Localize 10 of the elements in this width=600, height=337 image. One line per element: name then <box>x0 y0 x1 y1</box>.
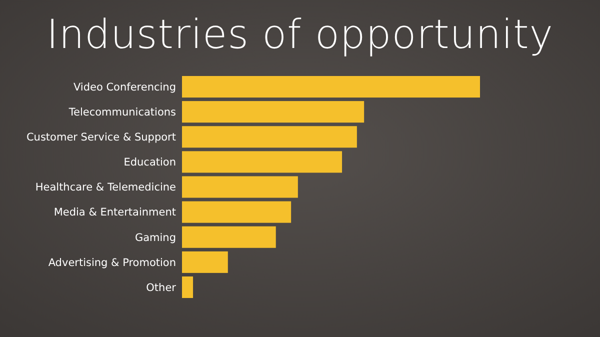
y-tick-label: Advertising & Promotion <box>48 256 176 269</box>
y-tick-label: Gaming <box>134 232 176 244</box>
y-tick-label: Other <box>146 282 177 294</box>
y-tick-label: Customer Service & Support <box>26 132 176 144</box>
y-tick-label: Video Conferencing <box>73 81 176 94</box>
chart-title: Industries of opportunity <box>46 12 554 58</box>
y-tick-label: Education <box>124 156 176 169</box>
y-tick-label: Telecommunications <box>68 106 176 119</box>
y-tick-label: Media & Entertainment <box>54 206 176 219</box>
y-tick-label: Healthcare & Telemedicine <box>35 182 176 194</box>
